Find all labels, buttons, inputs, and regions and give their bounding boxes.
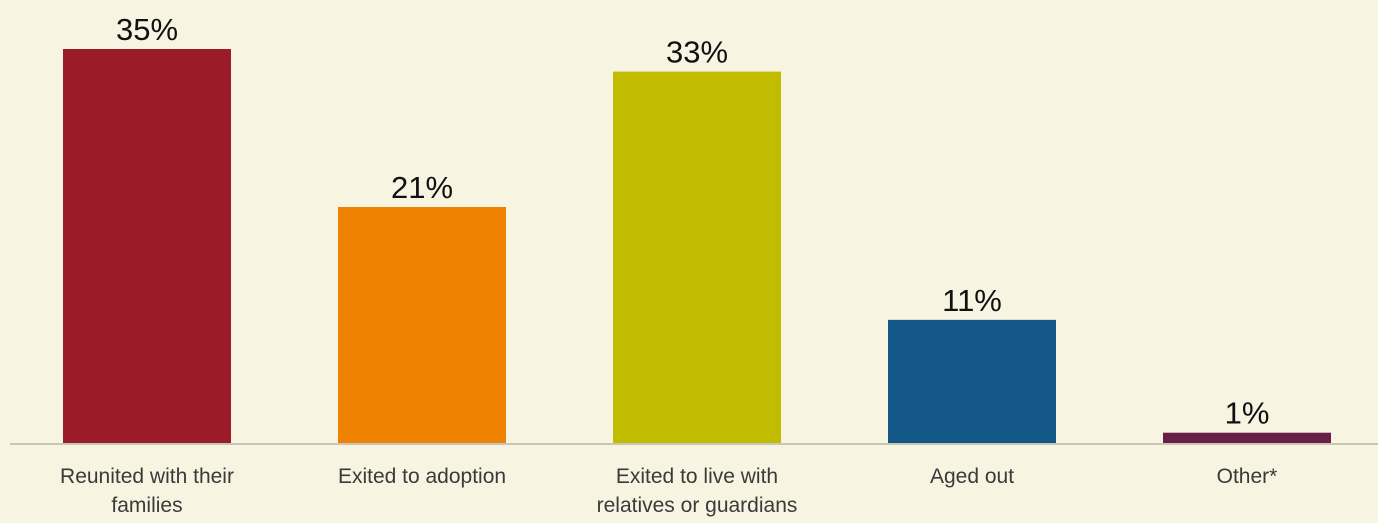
bar-value-label: 21% bbox=[391, 170, 453, 205]
bar-1 bbox=[338, 207, 506, 444]
bar-value-label: 11% bbox=[942, 283, 1002, 318]
category-label: Other* bbox=[1217, 465, 1278, 488]
bar-3 bbox=[888, 319, 1056, 444]
category-label: Exited to live with bbox=[616, 465, 778, 488]
bar-value-label: 33% bbox=[666, 35, 728, 70]
category-label: families bbox=[111, 494, 182, 517]
bars-layer bbox=[63, 49, 1331, 445]
category-label: Exited to adoption bbox=[338, 465, 506, 488]
bar-value-label: 35% bbox=[116, 12, 178, 47]
labels-layer: 35% Reunited with their families 21% Exited … bbox=[60, 12, 1277, 517]
bar-2 bbox=[613, 71, 781, 445]
bar-0 bbox=[63, 49, 231, 444]
bar-value-label: 1% bbox=[1225, 396, 1270, 431]
category-label: Aged out bbox=[930, 465, 1014, 488]
category-label: Reunited with their bbox=[60, 465, 234, 488]
category-label: relatives or guardians bbox=[597, 494, 798, 517]
bar-4 bbox=[1163, 432, 1331, 444]
